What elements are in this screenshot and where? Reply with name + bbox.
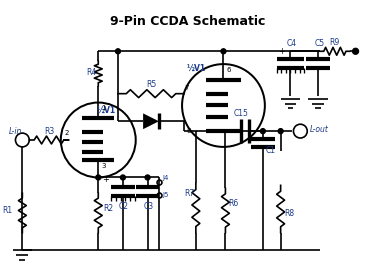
Text: R8: R8 [285,209,295,218]
Circle shape [221,49,226,54]
Text: ½V1: ½V1 [97,105,116,115]
Text: 7: 7 [184,85,188,91]
Text: R1: R1 [2,206,13,215]
Text: C1: C1 [266,146,276,155]
Circle shape [145,175,150,180]
Text: C3: C3 [144,202,154,211]
Text: 3: 3 [101,163,106,169]
Text: +: + [278,47,285,56]
Text: R2: R2 [103,204,113,213]
Text: 1: 1 [101,106,106,111]
Circle shape [352,48,358,54]
Text: C2: C2 [119,202,129,211]
Circle shape [120,175,125,180]
Text: C15: C15 [234,109,249,118]
Text: L-in: L-in [9,127,22,136]
Circle shape [96,175,101,180]
Text: R4: R4 [87,68,97,77]
Circle shape [116,49,120,54]
Text: C5: C5 [314,39,324,48]
Text: R6: R6 [228,199,239,208]
Text: ½V1: ½V1 [186,64,206,73]
Text: R5: R5 [146,80,156,89]
Text: L-out: L-out [310,125,329,134]
Polygon shape [143,113,159,129]
Circle shape [260,129,265,134]
Text: R3: R3 [44,127,54,136]
Text: 2: 2 [65,130,69,136]
Text: 6: 6 [226,67,231,73]
Text: R7: R7 [184,189,194,198]
Text: J4: J4 [162,175,169,181]
Text: +: + [102,175,109,185]
Circle shape [278,129,283,134]
Text: 8: 8 [187,128,191,134]
Text: C4: C4 [286,39,297,48]
Text: R9: R9 [330,38,340,47]
Text: 9-Pin CCDA Schematic: 9-Pin CCDA Schematic [110,15,266,28]
Text: J5: J5 [162,192,169,198]
